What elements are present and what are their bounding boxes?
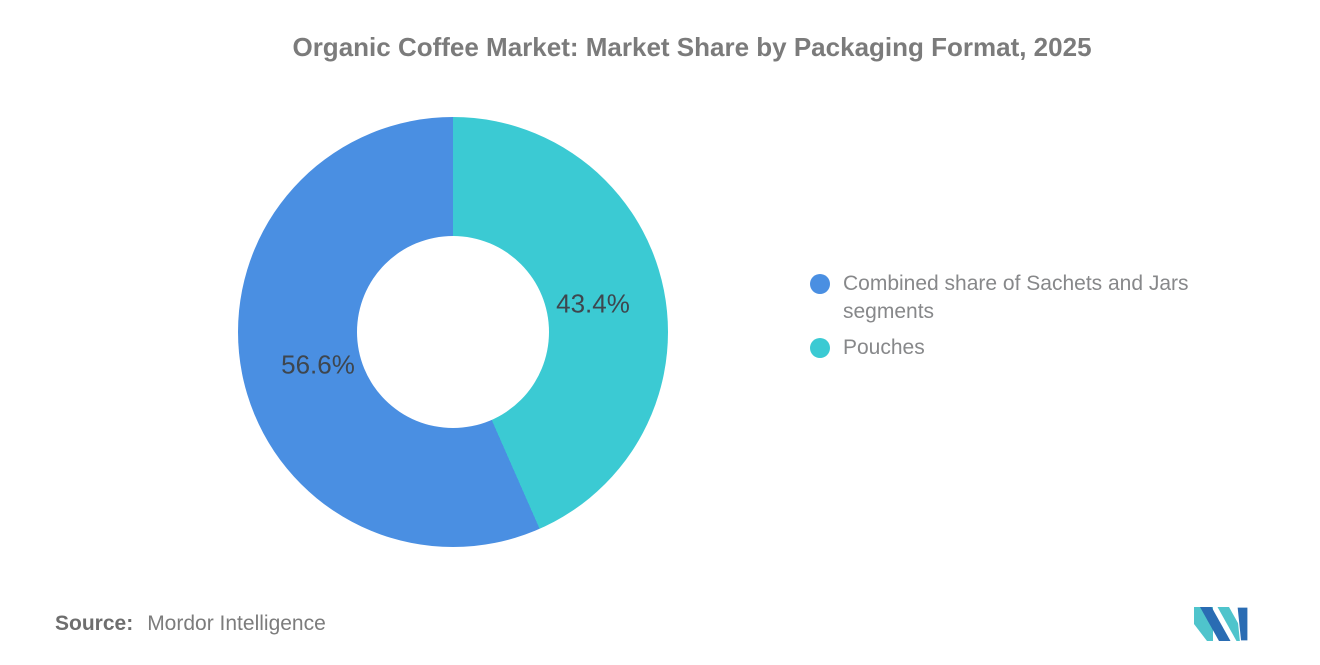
mordor-intelligence-logo — [1194, 606, 1249, 642]
donut-hole — [357, 236, 549, 428]
legend-label-sachets-jars: Combined share of Sachets and Jars segme… — [843, 272, 1189, 323]
donut-chart[interactable]: 56.6% 43.4% — [238, 117, 668, 547]
legend-item-pouches[interactable]: Pouches — [810, 334, 1234, 362]
source-line: Source: Mordor Intelligence — [55, 612, 326, 636]
logo-diagonal-1-shape — [1200, 607, 1231, 641]
chart-title: Organic Coffee Market: Market Share by P… — [292, 32, 1092, 62]
data-label-pouches: 43.4% — [556, 288, 630, 319]
source-label: Source: — [55, 612, 134, 635]
data-label-sachets-jars: 56.6% — [281, 349, 355, 380]
legend-marker-sachets-jars-icon — [810, 274, 830, 294]
legend-label-pouches: Pouches — [843, 336, 925, 359]
legend: Combined share of Sachets and Jars segme… — [810, 270, 1234, 370]
logo-bar-shape — [1236, 606, 1249, 642]
source-value: Mordor Intelligence — [147, 612, 326, 635]
legend-item-sachets-jars[interactable]: Combined share of Sachets and Jars segme… — [810, 270, 1234, 326]
legend-marker-pouches-icon — [810, 338, 830, 358]
